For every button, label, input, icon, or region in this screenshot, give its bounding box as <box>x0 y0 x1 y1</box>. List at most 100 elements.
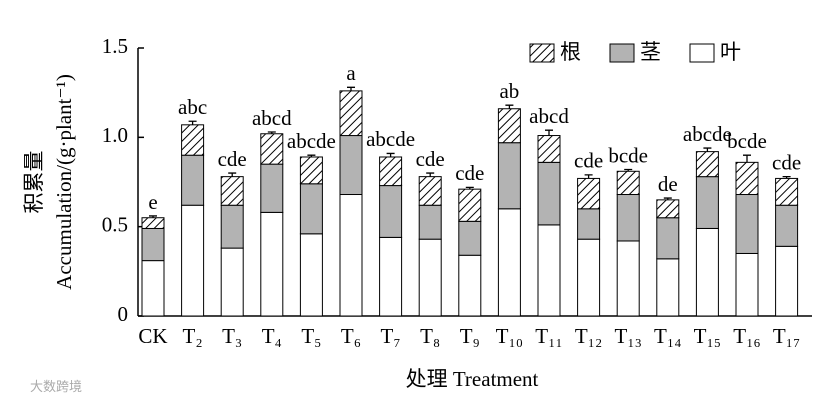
bar-segment <box>695 151 719 178</box>
bar-segment <box>497 108 521 144</box>
bar-segment <box>141 227 165 262</box>
error-bar <box>743 154 751 163</box>
bar-segment <box>616 240 640 317</box>
significance-label: abc <box>178 95 207 119</box>
x-tick-label: T₃ <box>222 324 242 348</box>
significance-label: cde <box>218 147 247 171</box>
bar-segment <box>537 161 561 226</box>
bar-segment <box>775 204 799 247</box>
bar-segment <box>339 135 363 196</box>
significance-label: cde <box>574 149 603 173</box>
error-bar <box>505 104 514 109</box>
error-bar <box>386 152 395 157</box>
bar-segment <box>418 204 442 240</box>
significance-label: de <box>658 172 678 196</box>
significance-label: abcde <box>287 129 336 153</box>
bar-segment <box>339 90 363 137</box>
bar-segment <box>735 252 759 317</box>
x-tick-label: T₇ <box>381 324 401 348</box>
x-tick-label: T₁₂ <box>575 324 602 348</box>
x-axis-label: 处理 Treatment <box>406 367 539 391</box>
bar-segment <box>181 204 205 317</box>
bar-segment <box>775 245 799 317</box>
y-tick-label: 1.5 <box>102 34 128 58</box>
legend-swatch <box>609 43 635 63</box>
x-tick-label: T₁₅ <box>694 324 721 348</box>
error-bar <box>624 168 633 172</box>
significance-label: bcde <box>608 143 648 167</box>
error-bar <box>782 175 791 179</box>
bar-segment <box>181 154 205 206</box>
bar-segment <box>577 208 601 240</box>
bar-segment <box>339 194 363 317</box>
significance-label: abcd <box>529 104 569 128</box>
bar-segment <box>616 194 640 242</box>
legend-label: 叶 <box>720 40 741 64</box>
bar-segment <box>299 183 323 235</box>
error-bar <box>347 86 355 91</box>
bar-segment <box>695 227 719 317</box>
x-tick-label: T₅ <box>301 324 321 348</box>
bar-segment <box>299 156 323 185</box>
bar-segment <box>537 224 561 317</box>
bar-segment <box>379 236 403 317</box>
bar-segment <box>181 124 205 156</box>
x-tick-label: T₉ <box>460 324 480 348</box>
x-tick-label: T₁₇ <box>773 324 800 348</box>
bar-segment <box>616 170 640 196</box>
bar-segment <box>260 211 284 317</box>
y-axis-label: Accumulation/(g·plant⁻¹) <box>52 74 76 290</box>
x-tick-label: CK <box>138 324 167 348</box>
error-bar <box>663 197 672 200</box>
x-tick-label: T₁₄ <box>654 324 681 348</box>
x-tick-label: T₁₃ <box>614 324 641 348</box>
x-tick-label: T₄ <box>262 324 282 348</box>
bar-segment <box>141 217 165 229</box>
bar-segment <box>735 161 759 196</box>
error-bar <box>584 174 593 179</box>
y-tick-label: 1.0 <box>102 123 128 147</box>
bar-segment <box>458 254 482 317</box>
bar-segment <box>379 185 403 238</box>
significance-label: abcd <box>252 106 292 130</box>
bar-segment <box>695 176 719 229</box>
significance-label: ab <box>499 79 519 103</box>
x-tick-label: T₁₆ <box>733 324 760 348</box>
significance-label: cde <box>455 161 484 185</box>
bar-segment <box>299 233 323 317</box>
error-bar <box>307 154 316 157</box>
bar-segment <box>497 142 521 210</box>
legend-label: 茎 <box>640 40 661 64</box>
bar-segment <box>577 177 601 210</box>
y-axis-label: 积累量 <box>22 151 46 214</box>
bar-segment <box>141 260 165 317</box>
significance-label: bcde <box>727 129 767 153</box>
bar-segment <box>497 208 521 317</box>
y-tick-label: 0 <box>118 302 129 326</box>
bar-segment <box>379 156 403 187</box>
bar-segment <box>656 258 680 317</box>
x-tick-label: T₂ <box>183 324 203 348</box>
y-tick-label: 0.5 <box>102 212 128 236</box>
bar-segment <box>220 204 244 249</box>
bar-segment <box>537 135 561 163</box>
x-tick-label: T₁₁ <box>535 324 562 348</box>
error-bar <box>465 186 474 190</box>
error-bar <box>149 215 157 218</box>
error-bar <box>426 172 435 177</box>
bar-segment <box>418 238 442 317</box>
bar-segment <box>775 177 799 206</box>
x-tick-label: T₁₀ <box>496 324 523 348</box>
significance-label: abcde <box>683 122 732 146</box>
bar-segment <box>260 133 284 165</box>
x-tick-label: T₆ <box>341 324 361 348</box>
bar-segment <box>458 188 482 222</box>
significance-label: abcde <box>366 127 415 151</box>
bar-segment <box>656 217 680 260</box>
error-bar <box>228 172 237 177</box>
bar-segment <box>220 176 244 206</box>
bar-segment <box>260 163 284 213</box>
significance-label: cde <box>772 150 801 174</box>
bar-segment <box>418 176 442 206</box>
